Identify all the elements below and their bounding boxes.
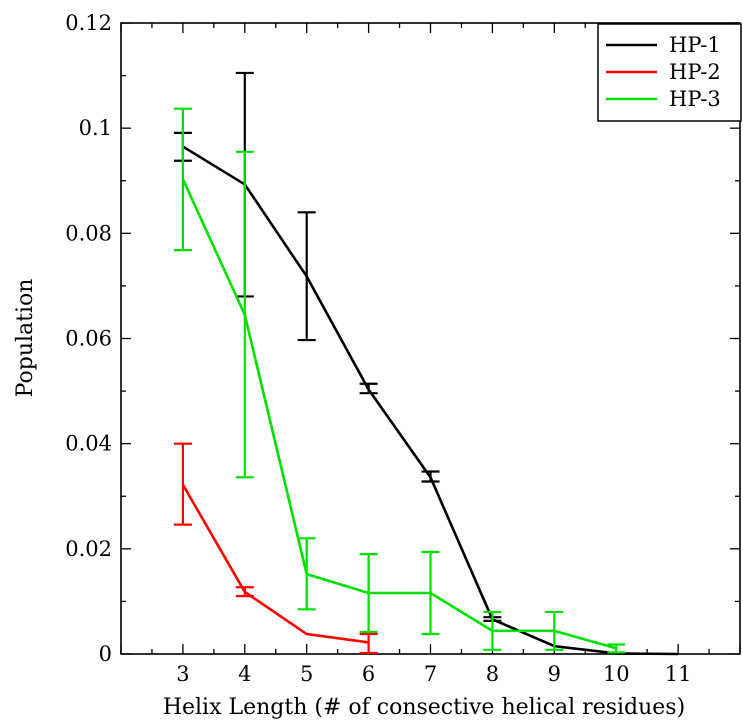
x-tick-label: 8 — [486, 662, 499, 686]
series-line-hp-2 — [181, 484, 369, 644]
x-tick-label: 7 — [424, 662, 437, 686]
series-hp-3 — [173, 107, 626, 654]
y-axis-label: Population — [13, 279, 38, 398]
axes: 3 4 5 6 7 8 9 10 11 0 0.02 0.04 0.06 0.08 0.1 0.12 — [65, 11, 741, 686]
x-tick-label: 11 — [665, 662, 692, 686]
x-tick-label: 9 — [548, 662, 561, 686]
y-tick-label: 0.06 — [65, 327, 112, 351]
series-hp-1 — [173, 71, 679, 656]
x-tick-label: 5 — [300, 662, 313, 686]
x-tick-label: 10 — [603, 662, 630, 686]
x-tick-label: 4 — [238, 662, 251, 686]
x-tick-label: 3 — [176, 662, 189, 686]
legend-label-hp-3: HP-3 — [669, 87, 721, 111]
legend-label-hp-2: HP-2 — [669, 60, 721, 84]
x-tick-label: 6 — [362, 662, 375, 686]
series-layer — [173, 71, 679, 656]
y-tick-label: 0.02 — [65, 537, 112, 561]
x-axis-label: Helix Length (# of consective helical re… — [163, 695, 685, 720]
y-tick-label: 0.04 — [65, 432, 112, 456]
y-tick-label: 0 — [99, 642, 112, 666]
y-tick-label: 0.1 — [79, 116, 112, 140]
legend: HP-1 HP-2 HP-3 — [597, 23, 742, 122]
series-hp-2 — [173, 442, 378, 655]
series-line-hp-3 — [181, 178, 617, 650]
y-tick-label: 0.12 — [65, 11, 112, 35]
legend-label-hp-1: HP-1 — [669, 33, 721, 57]
y-tick-label: 0.08 — [65, 221, 112, 245]
